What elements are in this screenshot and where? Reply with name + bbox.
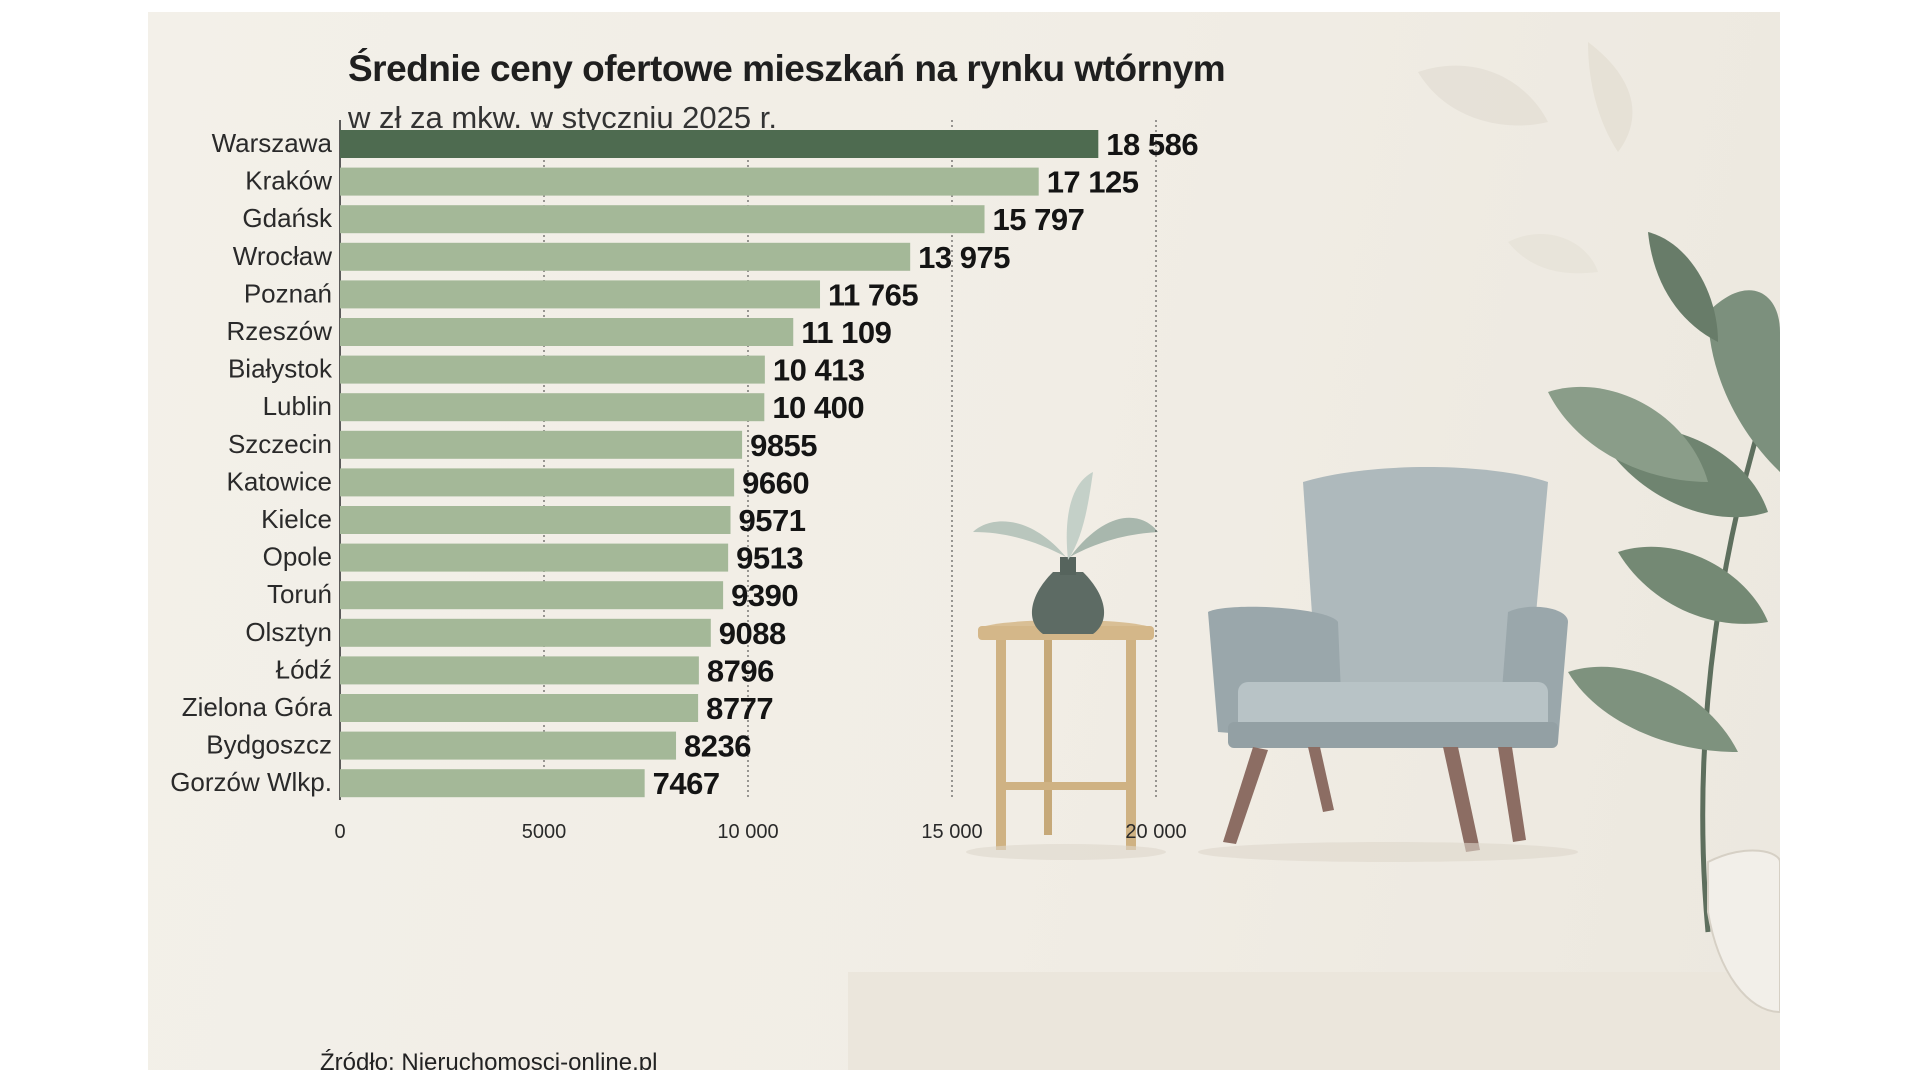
bar [340,318,794,346]
armchair-illustration [1198,467,1578,862]
value-label: 11 765 [828,277,918,312]
category-label: Białystok [228,354,333,384]
decor-illustration [848,42,1780,1070]
category-label: Gorzów Wlkp. [170,767,332,797]
bar [340,731,677,760]
value-label: 8796 [707,653,774,688]
x-tick-label: 10 000 [717,821,778,843]
bar [340,694,699,722]
category-label: Katowice [227,466,333,496]
category-label: Olsztyn [245,617,332,647]
value-label: 17 125 [1047,165,1139,200]
bar-chart: Warszawa Kraków Gdańsk Wrocław Poznań Rzeszów… [170,120,1199,843]
category-label: Toruń [267,579,332,609]
category-label: Rzeszów [227,316,333,346]
value-label: 15 797 [993,202,1085,237]
x-tick-label: 5000 [522,821,567,843]
value-label: 10 400 [772,390,864,425]
category-label: Kraków [245,166,332,196]
category-label: Łódź [276,654,332,684]
bar [340,468,735,497]
x-tick-label: 20 000 [1125,821,1186,843]
floor [848,972,1780,1070]
vase-illustration [973,472,1158,634]
value-label: 9513 [736,541,803,576]
infographic-card: Średnie ceny ofertowe mieszkań na rynku … [148,12,1780,1070]
value-label: 11 109 [801,315,891,350]
value-label: 8236 [684,729,751,764]
value-label: 9855 [750,428,817,463]
bar [340,543,729,572]
category-label: Wrocław [233,241,332,271]
category-label: Lublin [263,391,332,421]
category-label: Poznań [244,278,332,308]
x-tick-label: 0 [334,821,345,843]
bar [340,355,765,384]
bar [340,393,765,422]
bar [340,506,731,534]
bar [340,242,911,271]
chart-title: Średnie ceny ofertowe mieszkań na rynku … [348,48,1226,89]
value-label: 18 586 [1106,127,1198,162]
bar [340,167,1039,196]
category-label: Opole [263,542,332,572]
value-label: 7467 [653,766,720,801]
value-label: 9660 [742,465,809,500]
value-label: 9088 [719,616,786,651]
bar [340,130,1099,158]
source-note: Źródło: Nieruchomosci-online.pl [320,1049,658,1070]
value-label: 9571 [738,503,805,538]
category-label: Zielona Góra [182,692,333,722]
value-label: 9390 [731,578,798,613]
category-label: Warszawa [212,128,333,158]
category-label: Gdańsk [242,203,333,233]
bar [340,430,743,459]
bar [340,618,711,647]
value-label: 8777 [706,691,773,726]
bar [340,280,821,309]
bar [340,581,724,610]
chart-subtitle: w zł za mkw. w styczniu 2025 r. [348,100,777,135]
bar [340,656,699,685]
plant-illustration [1548,232,1780,1014]
background-leaf-shadow [1508,233,1598,274]
bar [340,205,985,234]
value-label: 10 413 [773,353,865,388]
value-label: 13 975 [918,240,1010,275]
x-tick-label: 15 000 [921,821,982,843]
category-label: Kielce [261,504,332,534]
category-label: Szczecin [228,429,332,459]
background-leaf-shadow [1418,65,1548,126]
bar [340,769,645,798]
background-leaf-shadow [1588,42,1633,152]
category-label: Bydgoszcz [206,730,332,760]
